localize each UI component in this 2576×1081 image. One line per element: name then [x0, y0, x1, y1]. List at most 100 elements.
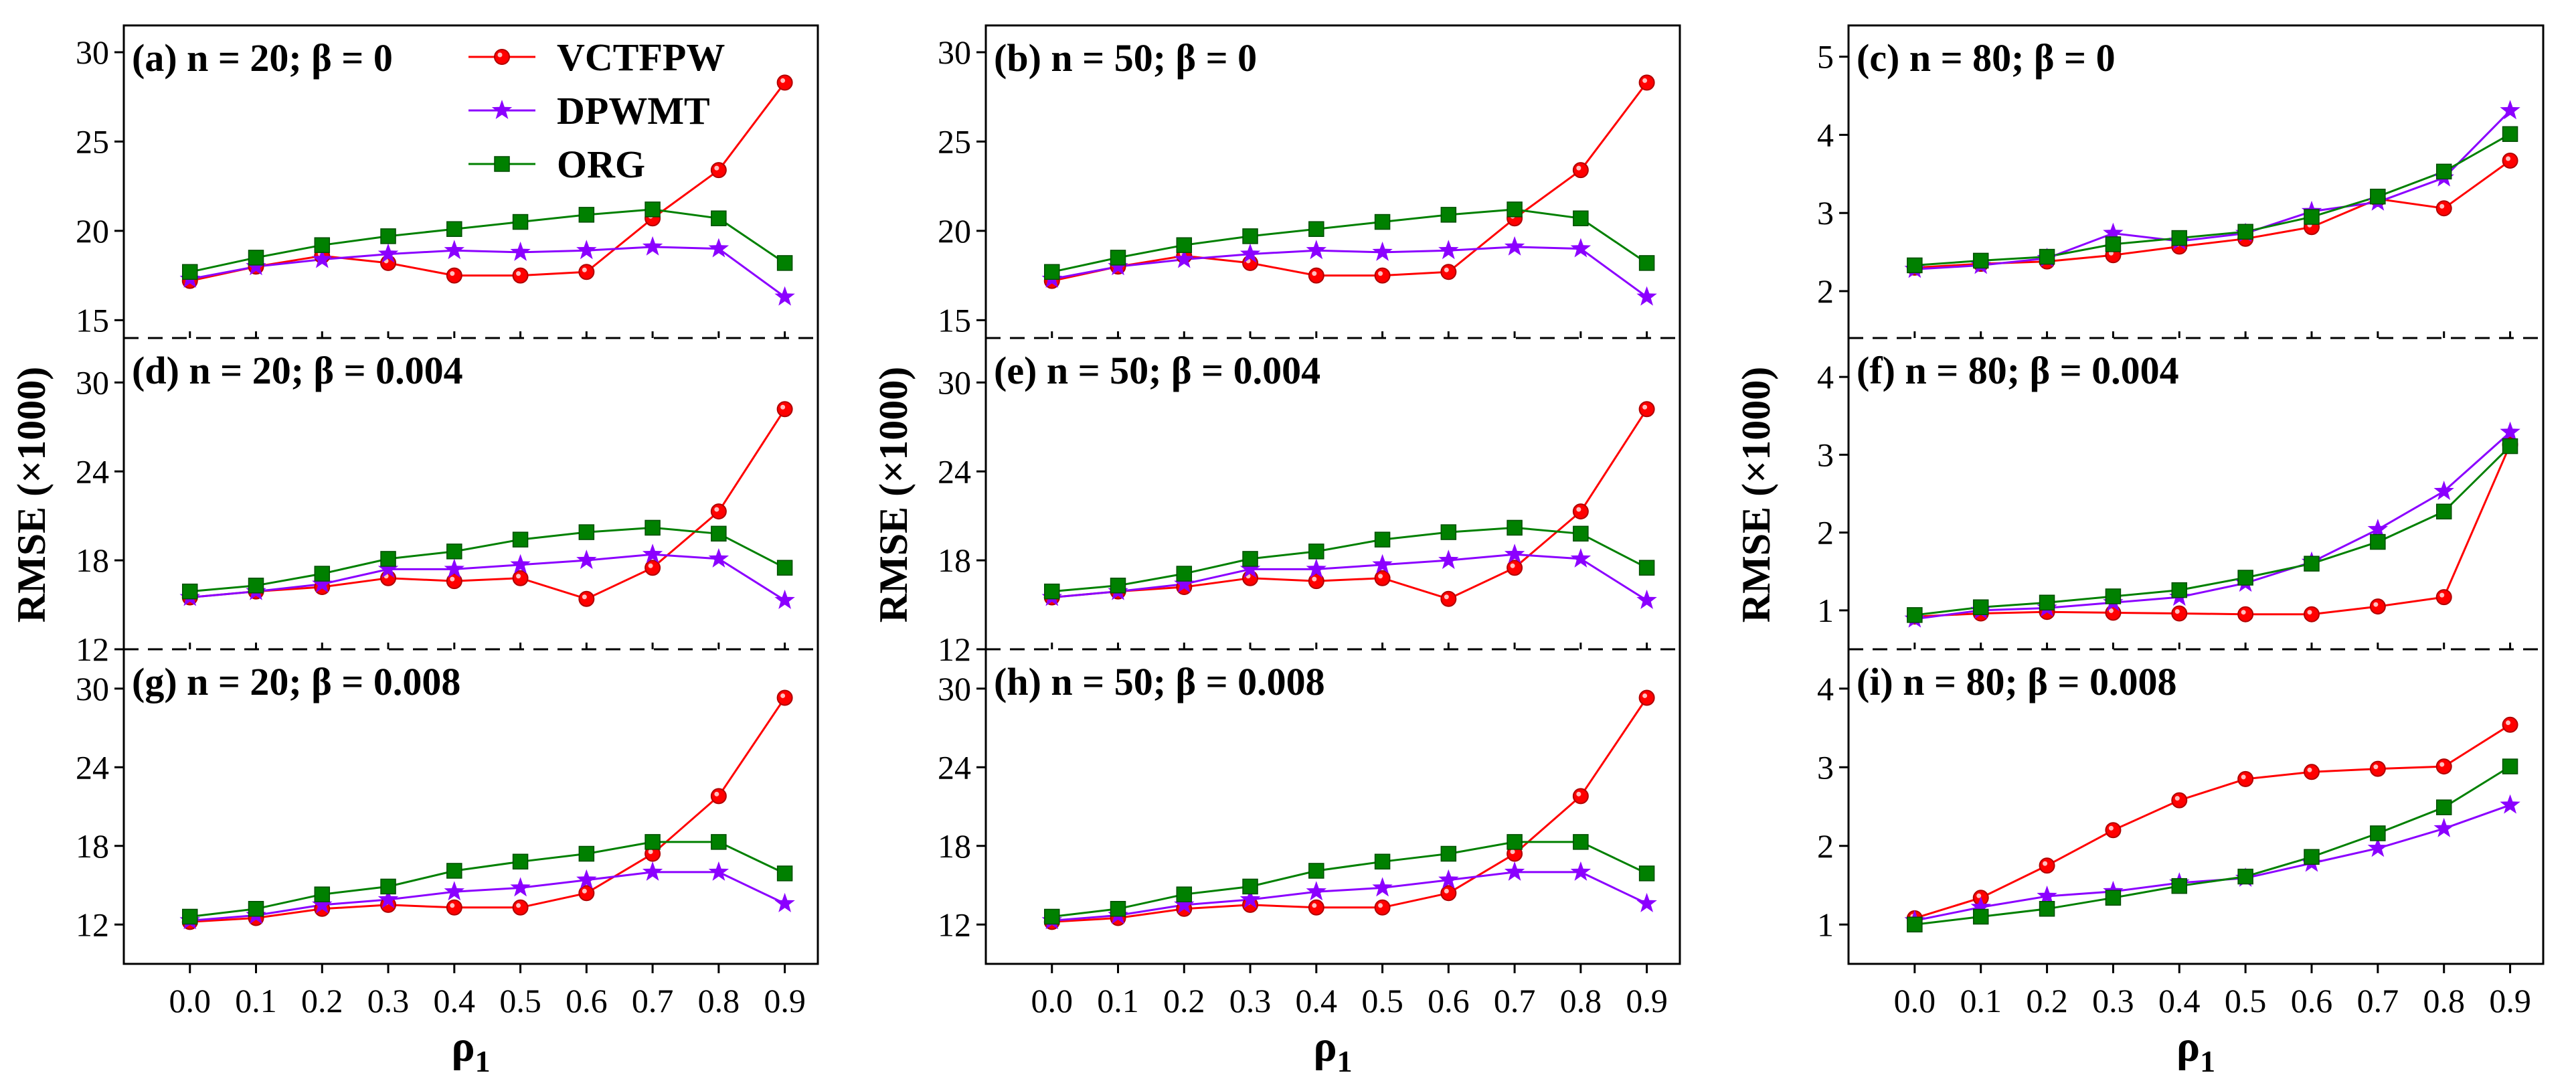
y-tick-label: 18	[938, 542, 971, 579]
panel-title: (e) n = 50; β = 0.004	[994, 349, 1320, 392]
dpwmt-marker	[1636, 286, 1657, 306]
series-line-dpwmt	[1051, 246, 1648, 298]
org-marker	[182, 264, 198, 280]
org-marker	[776, 865, 793, 882]
dpwmt-marker	[444, 240, 464, 260]
dpwmt-marker	[576, 550, 597, 570]
org-marker	[1242, 878, 1258, 895]
vctfpw-marker	[1572, 503, 1589, 520]
org-marker	[2105, 236, 2122, 252]
vctfpw-marker-highlight	[2174, 796, 2180, 801]
org-marker	[248, 578, 264, 594]
vctfpw-marker	[2171, 792, 2188, 809]
org-marker	[446, 544, 462, 560]
x-tick-label: 0.7	[1494, 982, 1536, 1019]
org-marker	[182, 583, 198, 600]
y-tick-label: 20	[76, 212, 109, 250]
panel-title: (b) n = 50; β = 0	[994, 36, 1257, 80]
org-marker	[711, 834, 727, 850]
legend: VCTFPW DPWMT ORG	[468, 35, 725, 186]
org-marker	[248, 901, 264, 917]
legend-label-vctfpw: VCTFPW	[557, 35, 725, 79]
dpwmt-marker	[377, 889, 399, 908]
vctfpw-marker	[1440, 885, 1457, 902]
vctfpw-marker-highlight	[450, 576, 455, 582]
vctfpw-marker-highlight	[780, 78, 786, 83]
series-line-vctfpw	[189, 697, 786, 923]
org-marker	[1242, 551, 1258, 567]
org-marker	[2039, 248, 2055, 265]
org-marker	[2435, 799, 2452, 815]
org-marker	[1374, 214, 1391, 230]
y-tick-label: 2	[1817, 514, 1834, 552]
y-tick-label: 12	[76, 906, 109, 943]
dpwmt-marker	[1636, 892, 1657, 912]
org-marker	[578, 845, 595, 862]
x-tick-label: 0.2	[2026, 982, 2068, 1019]
dpwmt-marker	[642, 861, 663, 881]
x-tick-label: 0.4	[2158, 982, 2201, 1019]
vctfpw-marker-highlight	[2174, 609, 2180, 614]
x-tick-label: 0.6	[566, 982, 608, 1019]
org-marker	[1907, 257, 1923, 274]
x-tick-label: 0.8	[1560, 982, 1602, 1019]
org-marker	[776, 255, 793, 271]
dpwmt-marker	[2367, 519, 2389, 538]
y-tick-label: 15	[938, 301, 971, 339]
y-tick-label: 3	[1817, 436, 1834, 473]
org-marker	[2039, 901, 2055, 917]
org-marker	[1507, 519, 1523, 536]
dpwmt-marker	[1504, 544, 1525, 564]
dpwmt-marker	[510, 554, 531, 574]
org-marker	[1374, 853, 1391, 869]
x-tick-label: 0.0	[1031, 982, 1074, 1019]
org-marker	[1507, 201, 1523, 218]
vctfpw-marker-highlight	[2439, 203, 2445, 209]
vctfpw-marker-highlight	[714, 791, 719, 797]
y-tick-label: 4	[1817, 670, 1834, 708]
dpwmt-marker	[2500, 100, 2520, 120]
x-tick-label: 0.6	[2291, 982, 2333, 1019]
vctfpw-marker-highlight	[780, 404, 786, 410]
series-line-org	[1051, 208, 1648, 273]
vctfpw-marker	[1507, 560, 1523, 576]
y-tick-label: 18	[938, 827, 971, 865]
panel-a: 15 20 25 30 (a) n = 20; β = 0	[76, 33, 795, 339]
x-tick-label: 0.1	[1960, 982, 2002, 1019]
vctfpw-marker	[1440, 264, 1457, 280]
dpwmt-marker	[774, 892, 795, 912]
x-axis-label: ρ1	[1313, 1022, 1352, 1078]
vctfpw-marker-highlight	[2108, 825, 2114, 831]
series-line-org	[1914, 133, 2511, 266]
org-marker	[512, 214, 529, 230]
org-marker	[1440, 524, 1457, 540]
dpwmt-marker	[246, 256, 266, 276]
org-marker	[2304, 556, 2320, 572]
dpwmt-marker	[1504, 861, 1525, 881]
panel-c: 2 3 4 5 (c) n = 80; β = 0	[1817, 36, 2520, 338]
dpwmt-marker	[642, 236, 663, 256]
y-axis-label: RMSE (×1000)	[1734, 367, 1778, 623]
vctfpw-marker	[2171, 605, 2188, 622]
vctfpw-marker	[2435, 200, 2452, 217]
vctfpw-marker-highlight	[714, 507, 719, 512]
x-tick-label: 0.4	[434, 982, 476, 1019]
vctfpw-marker	[776, 74, 793, 91]
org-marker	[2171, 230, 2188, 246]
vctfpw-marker	[512, 570, 529, 586]
panel-h: 12 18 24 30 0.0 0.1 0.2 0.3 0.4 0.5 0.6 0.7 0.8 0.9 (h…	[938, 660, 1668, 1019]
series-line-org	[1914, 765, 2511, 926]
dpwmt-marker	[1306, 881, 1326, 901]
vctfpw-marker-highlight	[497, 52, 503, 58]
org-marker	[1374, 531, 1391, 548]
org-marker	[1176, 886, 1193, 902]
org-marker	[578, 207, 595, 223]
panel-g: 12 18 24 30 0.0 0.1 0.2 0.3 0.4 0.5 0.6 0.7 0.8 0.9 (g…	[76, 660, 806, 1019]
vctfpw-marker-highlight	[516, 271, 521, 276]
vctfpw-marker-highlight	[582, 888, 587, 894]
dpwmt-marker	[2500, 794, 2520, 814]
org-marker	[2304, 209, 2320, 225]
series-line-org	[189, 841, 786, 918]
vctfpw-marker-highlight	[582, 267, 587, 272]
legend-label-dpwmt: DPWMT	[557, 89, 710, 133]
